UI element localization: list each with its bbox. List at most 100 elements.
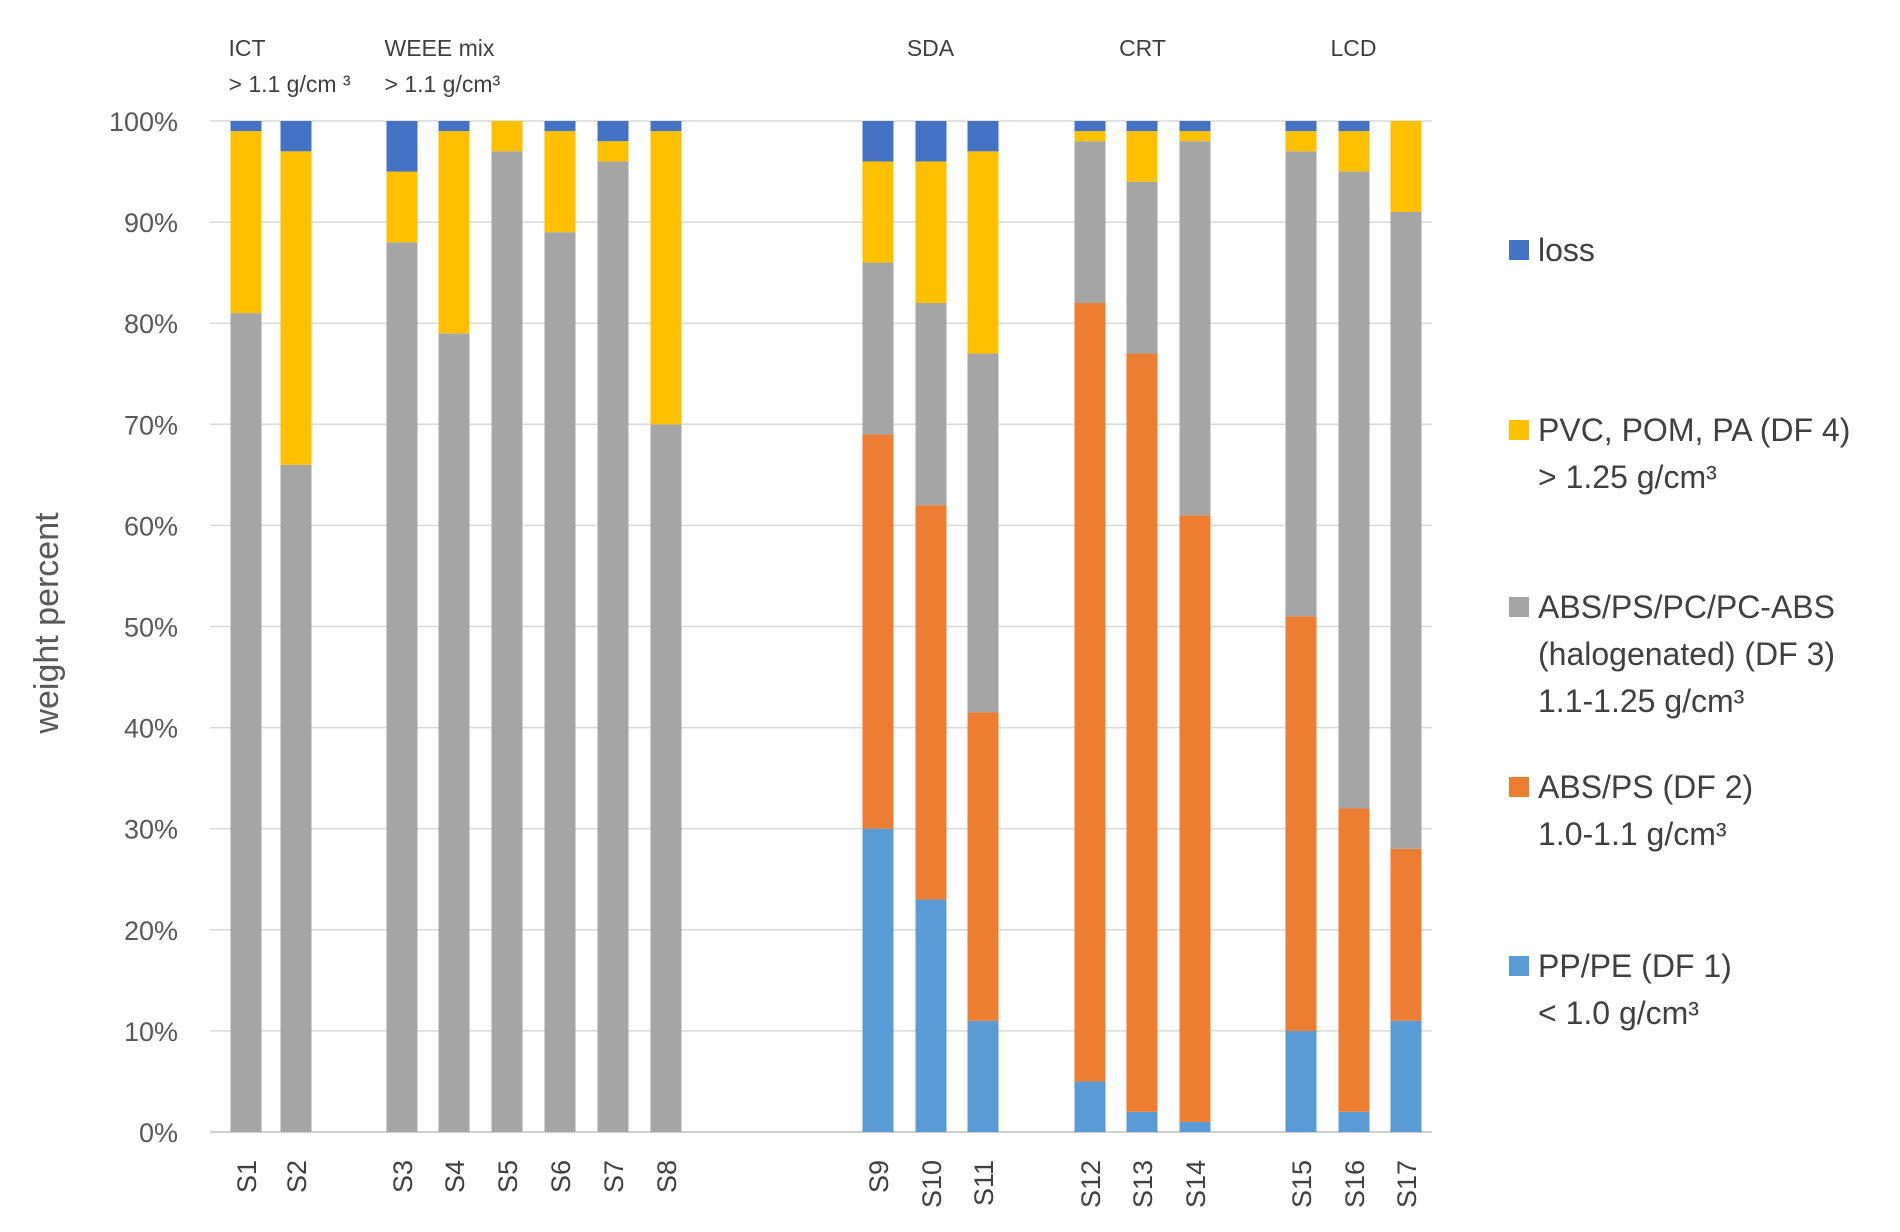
bar-segment (915, 121, 947, 162)
legend-swatch (1509, 597, 1529, 617)
group-label: SDA (907, 35, 955, 61)
bar-segment (1179, 131, 1211, 142)
y-tick-label: 30% (124, 815, 178, 845)
y-tick-label: 100% (109, 107, 178, 137)
y-tick-label: 50% (124, 613, 178, 643)
y-axis-label: weight percent (28, 512, 66, 735)
bar-segment (438, 131, 470, 334)
bar-segment (386, 171, 418, 243)
bar-segment (1179, 1121, 1211, 1132)
x-tick-label: S16 (1340, 1160, 1370, 1208)
legend-label: PP/PE (DF 1) (1538, 948, 1732, 984)
group-label: ICT (229, 35, 266, 61)
bar-segment (597, 121, 629, 142)
bar-segment (544, 232, 576, 1132)
legend-label: < 1.0 g/cm³ (1538, 995, 1699, 1031)
x-tick-label: S8 (652, 1160, 682, 1193)
bar-segment (280, 151, 312, 465)
bar-segment (230, 131, 262, 314)
x-tick-label: S7 (599, 1160, 629, 1193)
bar-segment (967, 121, 999, 152)
bar-segment (1126, 181, 1158, 354)
bar-segment (967, 151, 999, 354)
group-labels: ICT > 1.1 g/cm ³ WEEE mix > 1.1 g/cm³ SDA CRT… (229, 35, 1377, 97)
x-tick-label: S15 (1287, 1160, 1317, 1208)
bar-segment (1074, 141, 1106, 303)
bar-segment (650, 121, 682, 132)
bar-segment (1126, 131, 1158, 182)
bar-segment (1338, 171, 1370, 809)
bar-segment (386, 121, 418, 172)
bar-segment (862, 161, 894, 263)
x-tick-label: S14 (1181, 1160, 1211, 1208)
y-tick-label: 70% (124, 410, 178, 440)
group-label: LCD (1330, 35, 1376, 61)
bar-segment (1338, 1111, 1370, 1132)
bar-segment (1390, 848, 1422, 1021)
bar-segment (597, 141, 629, 162)
legend-swatch (1509, 956, 1529, 976)
bar-segment (1179, 141, 1211, 516)
bar-segment (438, 333, 470, 1132)
bar-segment (597, 161, 629, 1132)
bar-segment (1390, 121, 1422, 212)
x-tick-label: S4 (440, 1160, 470, 1193)
bar-segment (544, 121, 576, 132)
bar-segment (1179, 515, 1211, 1122)
x-tick-label: S9 (864, 1160, 894, 1193)
bar-segment (491, 121, 523, 152)
legend-swatch (1509, 420, 1529, 440)
legend-label: (halogenated) (DF 3) (1538, 636, 1835, 672)
x-tick-label: S10 (917, 1160, 947, 1208)
x-axis: S1 S2 S3 S4 S5 S6 S7 S8 S9 S10 S11 S12 S13 S14 S15 S16 S… (232, 1160, 1422, 1208)
x-tick-label: S12 (1076, 1160, 1106, 1208)
y-axis: 0% 10% 20% 30% 40% 50% 60% 70% 80% 90% 100% (109, 107, 178, 1148)
bar-segment (1338, 808, 1370, 1112)
bar-segment (491, 151, 523, 1132)
y-tick-label: 60% (124, 511, 178, 541)
bar-segment (1126, 353, 1158, 1112)
bar-segment (1390, 1020, 1422, 1132)
bar-segment (1285, 121, 1317, 132)
bar-segment (1179, 121, 1211, 132)
legend: loss PVC, POM, PA (DF 4) > 1.25 g/cm³ ABS/P… (1509, 232, 1850, 1031)
y-tick-label: 0% (139, 1118, 178, 1148)
legend-swatch (1509, 777, 1529, 797)
x-tick-label: S5 (493, 1160, 523, 1193)
bar-segment (1074, 131, 1106, 142)
bar-segment (1074, 302, 1106, 1082)
x-tick-label: S11 (969, 1160, 999, 1206)
x-tick-label: S2 (282, 1160, 312, 1193)
y-tick-label: 10% (124, 1017, 178, 1047)
x-tick-label: S13 (1128, 1160, 1158, 1208)
bar-segment (1285, 1030, 1317, 1132)
legend-label: loss (1538, 232, 1595, 268)
bar-segment (386, 242, 418, 1132)
legend-label: ABS/PS/PC/PC-ABS (1538, 589, 1835, 625)
x-tick-label: S1 (232, 1160, 262, 1193)
bars (230, 121, 1422, 1133)
x-tick-label: S17 (1392, 1160, 1422, 1208)
bar-segment (915, 899, 947, 1132)
bar-segment (1338, 131, 1370, 172)
legend-label: ABS/PS (DF 2) (1538, 769, 1753, 805)
bar-segment (1285, 151, 1317, 617)
legend-label: > 1.25 g/cm³ (1538, 459, 1717, 495)
legend-label: 1.1-1.25 g/cm³ (1538, 683, 1745, 719)
bar-segment (915, 505, 947, 900)
bar-segment (230, 313, 262, 1133)
bar-segment (544, 131, 576, 233)
bar-segment (1126, 121, 1158, 132)
legend-label: PVC, POM, PA (DF 4) (1538, 412, 1850, 448)
bar-segment (862, 262, 894, 435)
y-tick-label: 90% (124, 208, 178, 238)
bar-segment (1126, 1111, 1158, 1132)
bar-segment (862, 434, 894, 829)
bar-segment (862, 121, 894, 162)
legend-swatch (1509, 240, 1529, 260)
bar-segment (230, 121, 262, 132)
x-tick-label: S6 (546, 1160, 576, 1193)
y-tick-label: 20% (124, 916, 178, 946)
bar-segment (967, 712, 999, 1021)
